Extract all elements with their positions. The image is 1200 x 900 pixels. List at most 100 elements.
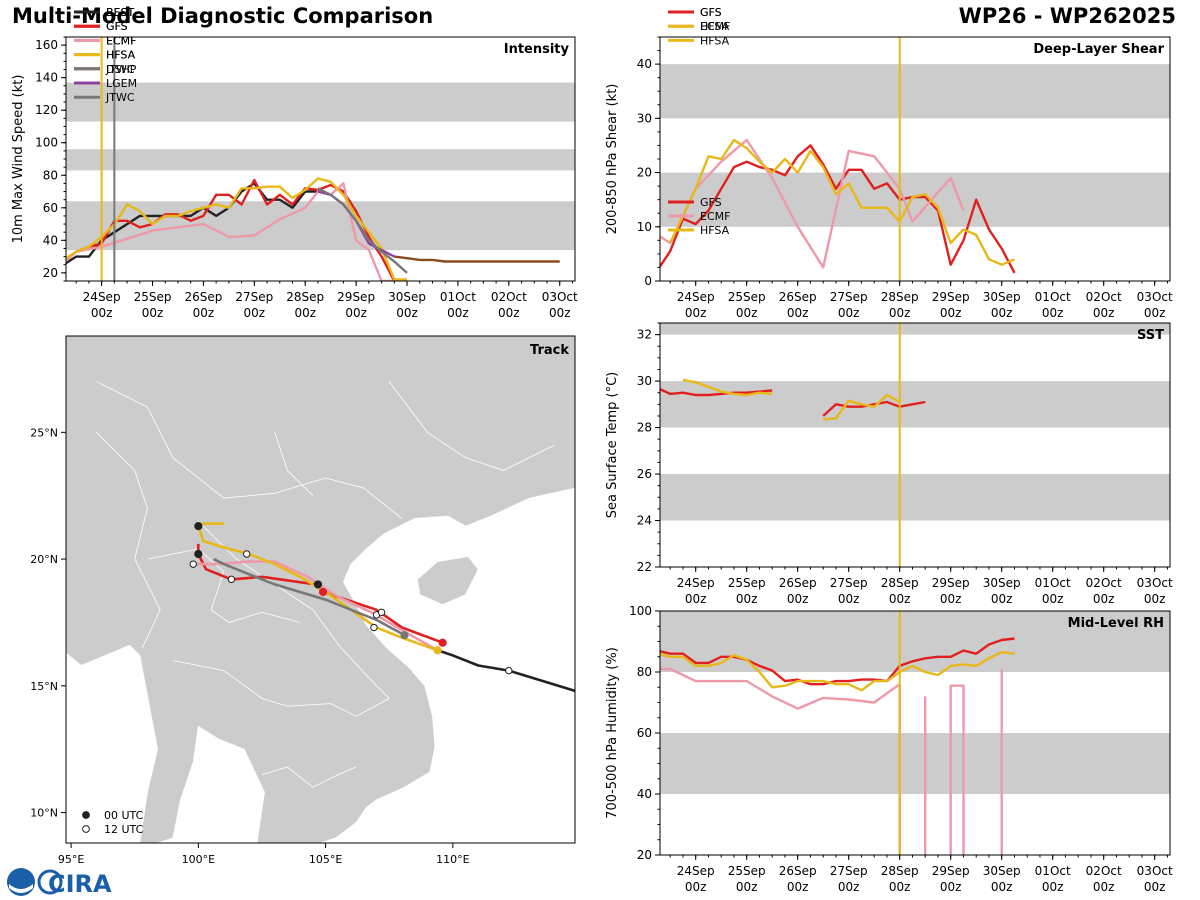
- cira-logo-text: CIRA: [48, 870, 112, 898]
- track-point-12utc: [505, 666, 513, 675]
- x-tick-day: 26Sep: [779, 290, 817, 304]
- marker-legend-symbol: [82, 825, 90, 833]
- province-border: [388, 381, 555, 471]
- y-tick-label: 20: [637, 166, 652, 180]
- x-tick-hour: 00z: [889, 592, 911, 606]
- x-tick-day: 03Oct: [542, 290, 578, 304]
- series-jtwc: [317, 187, 408, 274]
- legend-label-hfsa: HFSA: [700, 34, 730, 47]
- track-point-00utc: [313, 580, 323, 589]
- y-tick-label: 100: [35, 136, 58, 150]
- track-best: [437, 649, 575, 693]
- panel-title: Mid-Level RH: [1068, 616, 1164, 631]
- track-point-00utc: [318, 587, 328, 597]
- y-axis-label: Sea Surface Temp (°C): [605, 372, 620, 519]
- legend-label-best: BEST: [106, 6, 134, 19]
- track-point-00utc: [194, 549, 203, 559]
- track-point-00utc: [400, 631, 409, 640]
- x-tick-day: 03Oct: [1137, 576, 1173, 590]
- y-tick-label: 40: [43, 233, 58, 247]
- x-tick-hour: 00z: [685, 880, 707, 894]
- plot-area-shear: [660, 37, 1170, 281]
- y-tick-label: 10°N: [30, 807, 58, 820]
- x-tick-hour: 00z: [736, 880, 758, 894]
- x-tick-hour: 00z: [244, 306, 266, 320]
- y-tick-label: 24: [637, 514, 652, 528]
- noaa-wave-icon: [9, 884, 33, 893]
- y-axis-label: 700-500 hPa Humidity (%): [605, 647, 620, 819]
- threshold-band: [66, 149, 575, 171]
- x-tick-day: 28Sep: [881, 576, 919, 590]
- x-tick-day: 25Sep: [728, 576, 766, 590]
- y-tick-label: 80: [637, 665, 652, 679]
- x-tick-hour: 00z: [1042, 306, 1064, 320]
- track-point-12utc: [370, 623, 378, 632]
- x-tick-day: 02Oct: [1086, 290, 1122, 304]
- x-tick-hour: 00z: [1093, 306, 1115, 320]
- x-tick-hour: 00z: [1042, 880, 1064, 894]
- plot-area-rh: [660, 611, 1170, 855]
- series-hfsa: [66, 177, 407, 281]
- x-tick-day: 01Oct: [1035, 864, 1071, 878]
- x-tick-day: 28Sep: [881, 864, 919, 878]
- y-tick-label: 0: [644, 274, 652, 288]
- x-tick-day: 02Oct: [1086, 864, 1122, 878]
- x-tick-day: 30Sep: [983, 864, 1021, 878]
- x-tick-hour: 00z: [447, 306, 469, 320]
- x-tick-day: 26Sep: [779, 864, 817, 878]
- track-point-12utc: [189, 560, 197, 568]
- x-tick-day: 27Sep: [830, 576, 868, 590]
- x-tick-hour: 00z: [1042, 592, 1064, 606]
- x-tick-hour: 00z: [549, 306, 571, 320]
- panel-sst: 22 24 26 28 30 32 24Sep 00z 25Sep 00z 26Sep 00z 27Se…: [605, 6, 1173, 606]
- x-tick-hour: 00z: [294, 306, 316, 320]
- x-tick-hour: 00z: [142, 306, 164, 320]
- plot-frame: [65, 335, 576, 844]
- panel-shear: 0 10 20 30 40 24Sep 00z 25Sep 00z 26Sep 00z 27Sep 00…: [605, 6, 1173, 320]
- x-tick-hour: 00z: [345, 306, 367, 320]
- marker-legend-symbol: [82, 811, 90, 819]
- series-dshp: [394, 255, 560, 263]
- x-tick-day: 29Sep: [932, 576, 970, 590]
- province-border: [261, 766, 357, 788]
- legend-label-ecmf: ECMF: [106, 34, 136, 47]
- threshold-band: [660, 323, 1170, 335]
- panel-title: Deep-Layer Shear: [1033, 42, 1164, 57]
- y-tick-label: 22: [637, 560, 652, 574]
- series-gfs: [822, 400, 926, 417]
- x-tick-hour: 00z: [940, 592, 962, 606]
- y-tick-label: 160: [35, 38, 58, 52]
- track-point-12utc: [377, 608, 386, 617]
- track-jtwc: [213, 557, 406, 637]
- panel-title: SST: [1137, 328, 1164, 343]
- x-tick-hour: 00z: [838, 880, 860, 894]
- legend-label-dshp: DSHP: [106, 63, 137, 76]
- panel-title: Track: [530, 343, 569, 358]
- legend-label-best: BEST: [106, 6, 134, 19]
- x-tick-hour: 00z: [838, 592, 860, 606]
- y-tick-label: 40: [637, 787, 652, 801]
- plot-area-sst: [660, 323, 1170, 567]
- x-tick-day: 02Oct: [491, 290, 527, 304]
- y-tick-label: 25°N: [30, 426, 58, 439]
- x-tick-hour: 00z: [991, 306, 1013, 320]
- series-gfs: [660, 144, 1016, 274]
- province-border: [274, 432, 314, 496]
- track-point-00utc: [194, 522, 203, 531]
- x-tick-hour: 00z: [1144, 880, 1166, 894]
- legend-label-gfs: GFS: [106, 20, 128, 33]
- x-tick-hour: 00z: [991, 592, 1013, 606]
- x-tick-hour: 00z: [940, 306, 962, 320]
- track-point-00utc: [433, 646, 442, 655]
- y-tick-label: 60: [43, 201, 58, 215]
- legend-label-hfsa: HFSA: [700, 224, 730, 237]
- x-tick-day: 29Sep: [932, 290, 970, 304]
- panel-rh: 2040608010024Sep00z25Sep00z26Sep00z27Sep…: [605, 196, 1173, 894]
- storm-id: WP26 - WP262025: [958, 4, 1176, 28]
- threshold-band: [660, 64, 1170, 119]
- marker-legend-label: 12 UTC: [104, 823, 144, 836]
- x-tick-hour: 00z: [838, 306, 860, 320]
- x-tick-day: 01Oct: [1035, 576, 1071, 590]
- y-tick-label: 20°N: [30, 553, 58, 566]
- y-tick-label: 30: [637, 111, 652, 125]
